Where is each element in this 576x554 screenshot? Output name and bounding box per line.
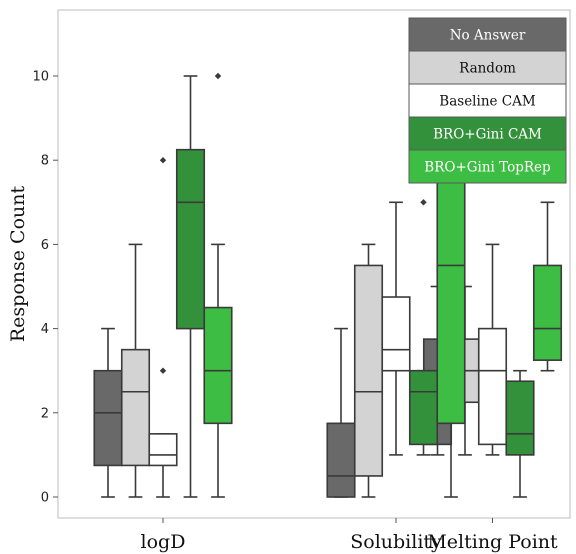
legend-label: No Answer: [450, 28, 526, 44]
box-body: [532, 264, 563, 361]
box-1-0: [120, 243, 151, 498]
y-tick-label: 0: [41, 491, 49, 506]
box-1-1: [353, 243, 384, 498]
legend-swatch: [408, 83, 567, 118]
box-body: [203, 306, 233, 425]
box-body: [353, 264, 384, 477]
box-body: [436, 180, 466, 425]
outlier-point: [159, 157, 167, 164]
box-series: [93, 33, 563, 498]
box-body: [175, 148, 206, 330]
box-body: [326, 422, 356, 498]
box-4-2: [532, 201, 563, 372]
x-tick-label: logD: [141, 531, 186, 553]
y-tick-label: 2: [41, 406, 49, 421]
box-2-1: [381, 201, 411, 456]
box-body: [477, 327, 508, 446]
legend-swatch: [408, 50, 567, 85]
box-body: [148, 433, 178, 467]
box-body: [120, 348, 151, 467]
x-tick-label: Solubility: [350, 531, 442, 553]
y-axis: 0 2 4 6 8 10: [32, 70, 58, 506]
y-axis-label: Response Count: [7, 186, 29, 343]
box-body: [381, 296, 411, 372]
outlier-point: [420, 199, 427, 206]
y-tick-label: 6: [41, 238, 49, 253]
box-3-0: [175, 75, 206, 498]
outlier-point: [159, 367, 167, 374]
y-tick-label: 8: [41, 154, 49, 169]
box-4-1: [436, 33, 466, 498]
box-2-2: [477, 243, 508, 456]
box-4-0: [203, 72, 233, 498]
box-0-0: [93, 327, 123, 498]
legend-label: BRO+Gini CAM: [433, 127, 542, 143]
box-body: [408, 369, 439, 446]
x-tick-label: Melting Point: [427, 531, 558, 553]
box-2-0: [148, 157, 178, 498]
box-body: [505, 380, 535, 456]
box-3-1: [408, 199, 439, 456]
legend-label: BRO+Gini TopRep: [424, 160, 550, 176]
y-tick-label: 4: [41, 322, 49, 337]
box-body: [93, 369, 123, 467]
outlier-point: [214, 72, 222, 80]
legend: No Answer Random Baseline CAM BRO+Gini CAM B…: [408, 17, 567, 184]
legend-swatch: [408, 149, 567, 184]
legend-swatch: [408, 116, 567, 151]
y-tick-label: 10: [32, 70, 49, 85]
legend-label: Baseline CAM: [439, 94, 536, 110]
box-3-2: [505, 369, 535, 498]
legend-label: Random: [459, 61, 516, 77]
